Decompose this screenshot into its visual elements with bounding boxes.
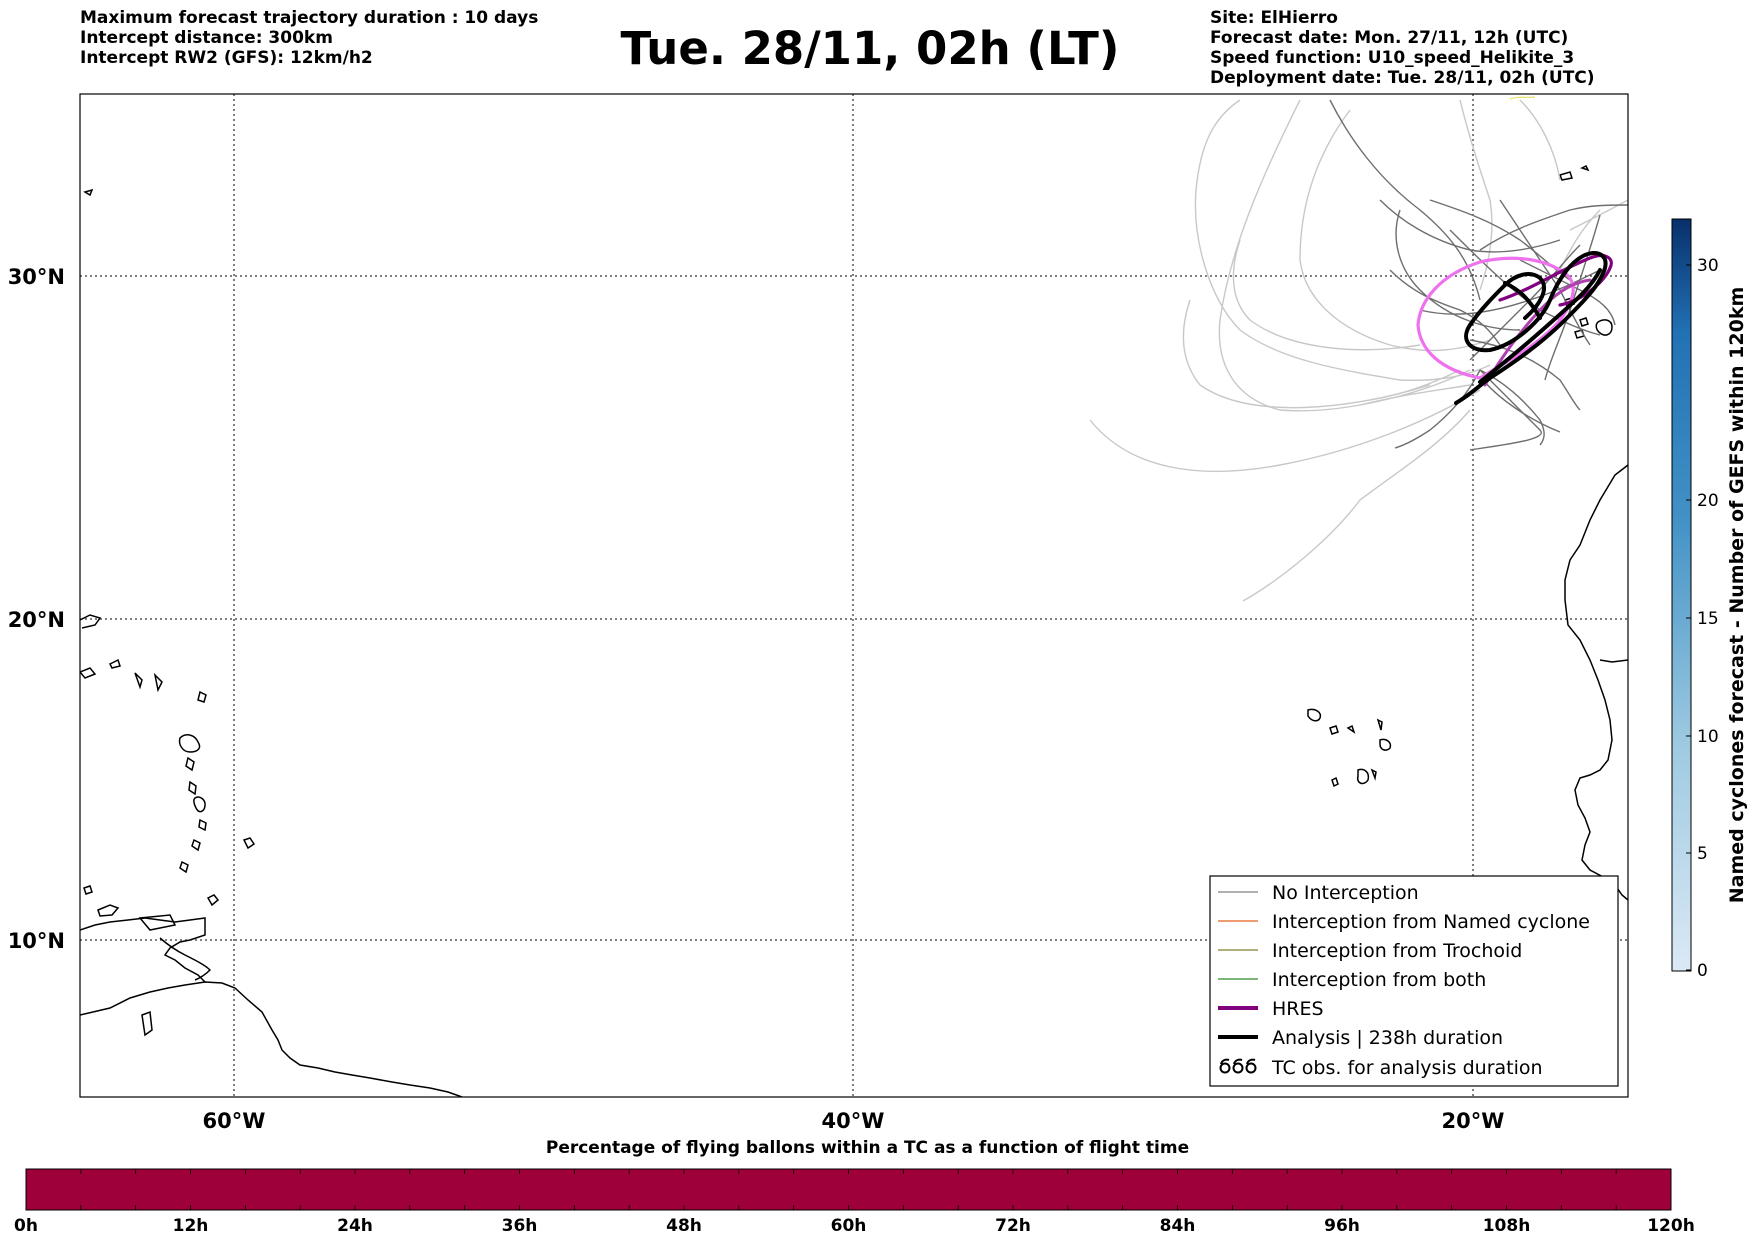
legend-label-no-interception: No Interception [1272, 882, 1419, 904]
africa-coast [1564, 464, 1628, 901]
legend-entry: Interception from Trochoid [1218, 940, 1522, 962]
colorbar-tick: 5 [1697, 844, 1708, 864]
lon-label-20w: 20°W [1442, 1109, 1505, 1133]
pct-tick-label: 36h [501, 1216, 538, 1236]
legend-label-tc-obs: TC obs. for analysis duration [1271, 1057, 1543, 1079]
speed-function-text: Speed function: U10_speed_Helikite_3 [1210, 48, 1575, 68]
colorbar-tick: 15 [1697, 609, 1719, 629]
intercept-rw2-text: Intercept RW2 (GFS): 12km/h2 [80, 48, 373, 68]
pct-tick-label: 120h [1647, 1216, 1695, 1236]
analysis-trajectory [1454, 251, 1608, 405]
axis-labels: 30°N 20°N 10°N 60°W 40°W 20°W [8, 265, 1505, 1133]
legend-entry: No Interception [1218, 882, 1419, 904]
lon-label-40w: 40°W [822, 1109, 885, 1133]
colorbar-tick: 10 [1697, 727, 1719, 747]
legend-entry: Interception from Named cyclone [1218, 911, 1590, 933]
legend-label-analysis: Analysis | 238h duration [1272, 1027, 1503, 1049]
caribbean-coast-west [80, 614, 102, 629]
percentage-bar-title: Percentage of flying ballons within a TC… [545, 1138, 1190, 1158]
gulf-of-paria [159, 937, 212, 981]
header-info-left: Maximum forecast trajectory duration : 1… [80, 8, 538, 68]
south-america-coast [80, 981, 463, 1097]
colorbar: 30 20 15 10 5 0 Named cyclones forecast … [1671, 218, 1748, 981]
pct-tick-label: 60h [830, 1216, 867, 1236]
colorbar-label: Named cyclones forecast - Number of GEFS… [1726, 287, 1748, 904]
legend-label-named-cyclone: Interception from Named cyclone [1272, 911, 1590, 933]
site-text: Site: ElHierro [1210, 8, 1338, 28]
pct-tick-label: 96h [1324, 1216, 1360, 1236]
pct-tick-label: 108h [1482, 1216, 1531, 1236]
pct-tick-label: 84h [1159, 1216, 1196, 1236]
cape-verde-islands [1307, 708, 1322, 722]
legend-label-trochoid: Interception from Trochoid [1272, 940, 1522, 962]
legend-label-hres: HRES [1272, 998, 1324, 1020]
legend-label-both: Interception from both [1272, 969, 1486, 991]
page-title: Tue. 28/11, 02h (LT) [620, 22, 1120, 75]
legend-entry: Analysis | 238h duration [1218, 1027, 1503, 1049]
pct-tick-label: 48h [666, 1216, 702, 1236]
map-panel[interactable]: No Interception Interception from Named … [80, 94, 1628, 1097]
max-duration-text: Maximum forecast trajectory duration : 1… [80, 8, 539, 28]
coastlines [80, 164, 1628, 1097]
forecast-date-text: Forecast date: Mon. 27/11, 12h (UTC) [1210, 28, 1569, 48]
ensemble-trajectories-light [1089, 99, 1628, 602]
lat-label-10n: 10°N [8, 929, 65, 953]
deployment-date-text: Deployment date: Tue. 28/11, 02h (UTC) [1210, 68, 1595, 88]
legend-entry: TC obs. for analysis duration [1219, 1057, 1543, 1079]
colorbar-tick: 0 [1697, 961, 1708, 981]
colorbar-tick: 30 [1697, 256, 1719, 276]
legend-entry: Interception from both [1218, 969, 1486, 991]
ensemble-trajectories-dark [1329, 99, 1628, 451]
venezuela-coast [80, 917, 206, 983]
pct-tick-label: 0h [14, 1216, 38, 1236]
header-info-right: Site: ElHierro Forecast date: Mon. 27/11… [1210, 8, 1595, 88]
lon-label-60w: 60°W [203, 1109, 266, 1133]
colorbar-fill [1671, 218, 1692, 972]
hurricane-symbols-icon [1219, 1058, 1257, 1074]
legend-entry: HRES [1218, 998, 1324, 1020]
percentage-bar-ticks [25, 1169, 1672, 1210]
intercept-distance-text: Intercept distance: 300km [80, 28, 333, 48]
legend: No Interception Interception from Named … [1209, 875, 1619, 1087]
lat-label-30n: 30°N [8, 265, 65, 289]
pct-tick-label: 24h [337, 1216, 373, 1236]
map-frame [79, 93, 1629, 1098]
percentage-bar [25, 1168, 1672, 1211]
colorbar-tick: 20 [1697, 491, 1719, 511]
lat-label-20n: 20°N [8, 608, 65, 632]
percentage-bar-fill [25, 1168, 1672, 1211]
pct-tick-label: 72h [995, 1216, 1031, 1236]
pct-tick-label: 12h [172, 1216, 209, 1236]
